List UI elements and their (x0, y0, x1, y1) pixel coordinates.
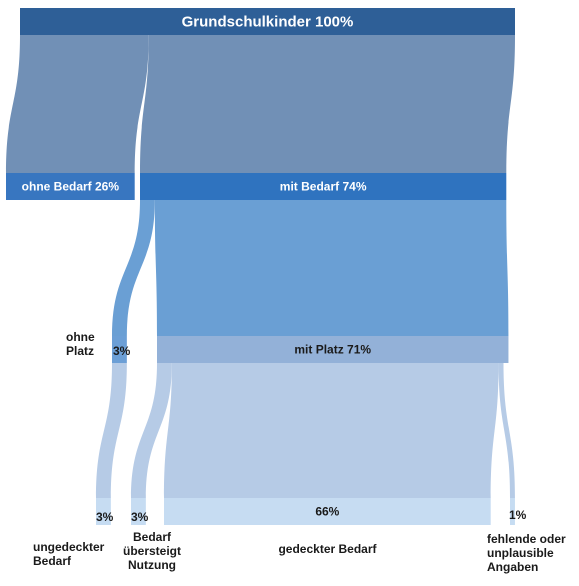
node (164, 498, 491, 525)
node-name: ohne Platz (66, 330, 95, 358)
node (96, 498, 111, 525)
flow (164, 363, 499, 498)
node-label: ohne Bedarf 26% (22, 180, 120, 194)
node-label: 66% (315, 505, 339, 519)
value-label: 3% (113, 344, 131, 358)
node (20, 8, 515, 35)
node-name: ungedeckter Bedarf (33, 540, 105, 568)
node (6, 173, 135, 200)
value-label: 3% (96, 510, 114, 524)
flow (96, 363, 127, 498)
node (510, 498, 515, 525)
node-name: fehlende oder unplausible Angaben (487, 532, 566, 574)
flow (154, 200, 509, 336)
node-label: mit Platz 71% (294, 343, 371, 357)
flow (6, 35, 149, 173)
node (131, 498, 146, 525)
node-name: gedeckter Bedarf (278, 542, 377, 556)
flow (498, 363, 515, 498)
flow (112, 200, 155, 336)
flow (140, 35, 515, 173)
node (140, 173, 507, 200)
node (157, 336, 509, 363)
node-name: Bedarf übersteigt Nutzung (122, 530, 181, 572)
value-label: 1% (509, 508, 527, 522)
flow (131, 363, 172, 498)
node-label: Grundschulkinder 100% (182, 13, 354, 30)
node-label: mit Bedarf 74% (280, 180, 367, 194)
node (112, 336, 127, 363)
value-label: 3% (131, 510, 149, 524)
